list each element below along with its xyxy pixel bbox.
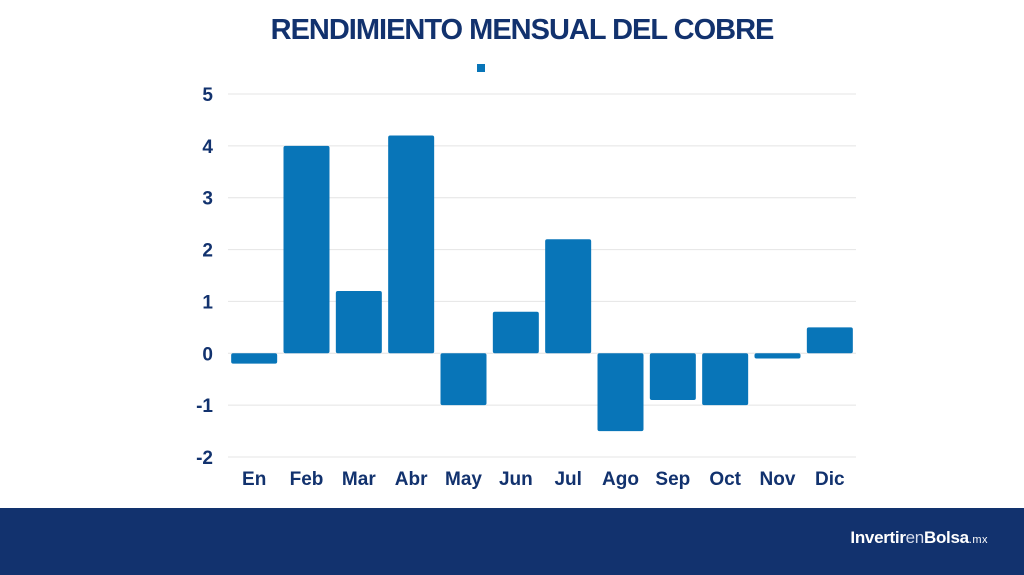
x-tick-label: Abr: [395, 469, 428, 490]
x-tick-label: May: [445, 469, 482, 490]
bar-jul: [545, 239, 592, 354]
brand-logo: InvertirenBolsa.mx: [850, 528, 988, 548]
x-tick-label: Nov: [760, 469, 796, 490]
x-tick-label: Sep: [655, 469, 690, 490]
brand-part-2: en: [905, 528, 925, 547]
y-tick-label: -1: [196, 396, 213, 417]
bar-feb: [283, 145, 330, 354]
x-axis-ticks: En Feb Mar Abr May Jun Jul Ago Sep Oct Nov Dic: [242, 469, 845, 490]
x-tick-label: Ago: [602, 469, 639, 490]
bar-dic: [806, 327, 853, 354]
bar-nov: [754, 353, 801, 359]
legend-marker: [477, 64, 485, 72]
footer-band: InvertirenBolsa.mx: [0, 508, 1024, 575]
bar-abr: [388, 135, 435, 354]
x-tick-label: Mar: [342, 469, 376, 490]
x-tick-label: Feb: [290, 469, 324, 490]
brand-part-4: .mx: [968, 534, 988, 546]
bar-en: [231, 353, 278, 364]
y-tick-label: 0: [202, 344, 213, 365]
y-axis-ticks: 5 4 3 2 1 0 -1 -2: [196, 85, 213, 469]
brand-part-1: Invertir: [850, 528, 906, 547]
bar-ago: [597, 353, 644, 432]
bar-chart: 5 4 3 2 1 0 -1 -2 En Feb Mar Abr May Jun Jul Ago Sep Oct…: [196, 85, 856, 490]
x-tick-label: Jul: [554, 469, 581, 490]
chart-title: RENDIMIENTO MENSUAL DEL COBRE: [270, 14, 775, 46]
grid-lines: [228, 93, 856, 458]
y-tick-label: 1: [202, 292, 213, 313]
bar-mar: [335, 291, 382, 354]
y-tick-label: -2: [196, 448, 213, 469]
x-tick-label: Oct: [709, 469, 741, 490]
bar-may: [440, 353, 487, 406]
x-tick-label: En: [242, 469, 266, 490]
bars: [231, 135, 853, 432]
y-tick-label: 4: [202, 137, 213, 158]
y-tick-label: 3: [202, 189, 213, 210]
bar-jun: [492, 311, 539, 354]
x-tick-label: Dic: [815, 469, 845, 490]
brand-part-3: Bolsa: [923, 528, 969, 547]
x-tick-label: Jun: [499, 469, 533, 490]
y-tick-label: 2: [202, 241, 213, 262]
bar-oct: [702, 353, 749, 406]
bar-sep: [649, 353, 696, 400]
y-tick-label: 5: [202, 85, 213, 106]
